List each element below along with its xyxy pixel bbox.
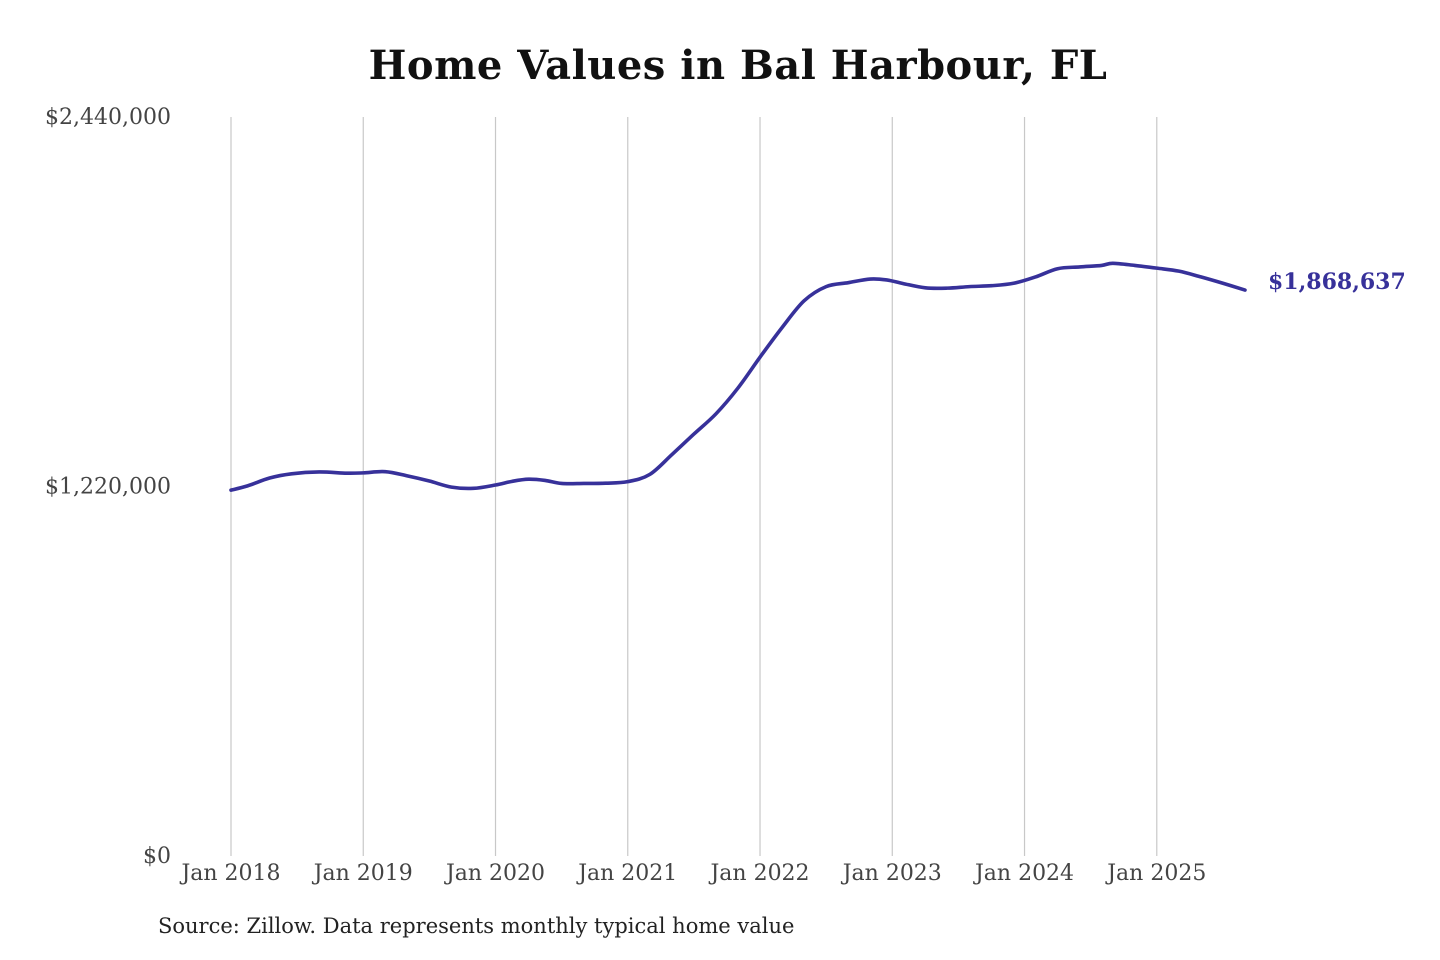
series-line <box>229 261 1247 492</box>
end-value-label: $1,868,637 <box>1268 269 1406 295</box>
x-axis-ticks: Jan 2018 Jan 2019 Jan 2020 Jan 2021 Jan 2022… <box>179 861 1206 886</box>
x-tick-label: Jan 2021 <box>576 861 677 886</box>
x-tick-label: Jan 2020 <box>444 861 545 886</box>
y-tick-label: $1,220,000 <box>45 475 171 500</box>
chart-title: Home Values in Bal Harbour, FL <box>368 42 1108 89</box>
x-tick-label: Jan 2022 <box>708 861 809 886</box>
x-tick-label: Jan 2024 <box>973 861 1074 886</box>
y-tick-label: $2,440,000 <box>45 105 171 130</box>
x-tick-label: Jan 2019 <box>312 861 413 886</box>
x-tick-label: Jan 2018 <box>179 861 280 886</box>
y-tick-label: $0 <box>143 844 171 869</box>
y-axis-ticks: $0 $1,220,000 $2,440,000 <box>45 105 171 869</box>
x-tick-label: Jan 2023 <box>841 861 942 886</box>
source-note: Source: Zillow. Data represents monthly … <box>158 914 795 938</box>
end-label-layer: $1,868,637 <box>1268 269 1406 295</box>
gridlines <box>230 117 1158 856</box>
series-layer <box>229 261 1247 492</box>
x-tick-label: Jan 2025 <box>1105 861 1206 886</box>
